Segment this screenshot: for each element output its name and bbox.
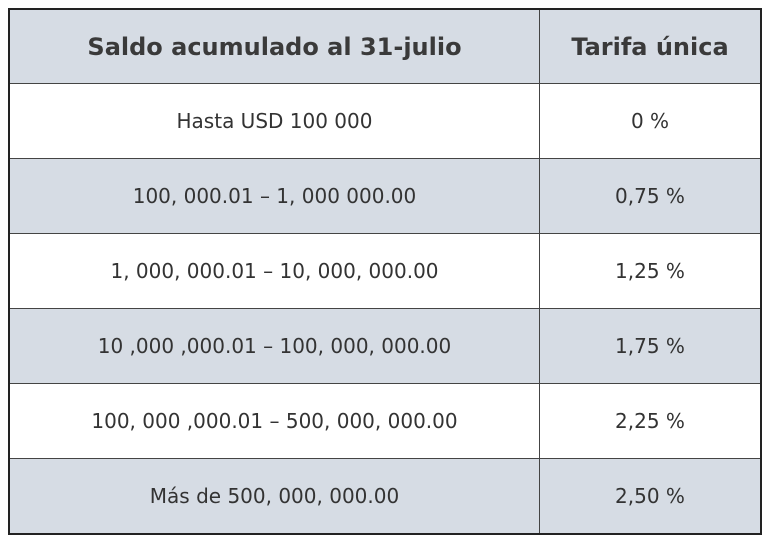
table-cell: 1,75 % [539, 308, 762, 384]
header-cell: Saldo acumulado al 31-julio [8, 8, 540, 84]
table-cell: 100, 000.01 – 1, 000 000.00 [8, 158, 540, 234]
rate-table: Saldo acumulado al 31-julio Tarifa única… [8, 8, 762, 535]
table-row: 10 ,000 ,000.01 – 100, 000, 000.00 1,75 % [8, 308, 762, 384]
table-cell: 1,25 % [539, 233, 762, 309]
table-cell: 0 % [539, 83, 762, 159]
table-cell: 2,50 % [539, 458, 762, 535]
table-cell: 1, 000, 000.01 – 10, 000, 000.00 [8, 233, 540, 309]
table-row: 1, 000, 000.01 – 10, 000, 000.00 1,25 % [8, 233, 762, 309]
table-row: 100, 000 ,000.01 – 500, 000, 000.00 2,25 … [8, 383, 762, 459]
table-cell: 2,25 % [539, 383, 762, 459]
table-cell: Hasta USD 100 000 [8, 83, 540, 159]
table-row: Más de 500, 000, 000.00 2,50 % [8, 458, 762, 535]
table-row: Hasta USD 100 000 0 % [8, 83, 762, 159]
table-cell: 100, 000 ,000.01 – 500, 000, 000.00 [8, 383, 540, 459]
table-cell: 0,75 % [539, 158, 762, 234]
table-cell: 10 ,000 ,000.01 – 100, 000, 000.00 [8, 308, 540, 384]
header-cell: Tarifa única [539, 8, 762, 84]
table-cell: Más de 500, 000, 000.00 [8, 458, 540, 535]
table-row: 100, 000.01 – 1, 000 000.00 0,75 % [8, 158, 762, 234]
header-row: Saldo acumulado al 31-julio Tarifa única [8, 8, 762, 84]
